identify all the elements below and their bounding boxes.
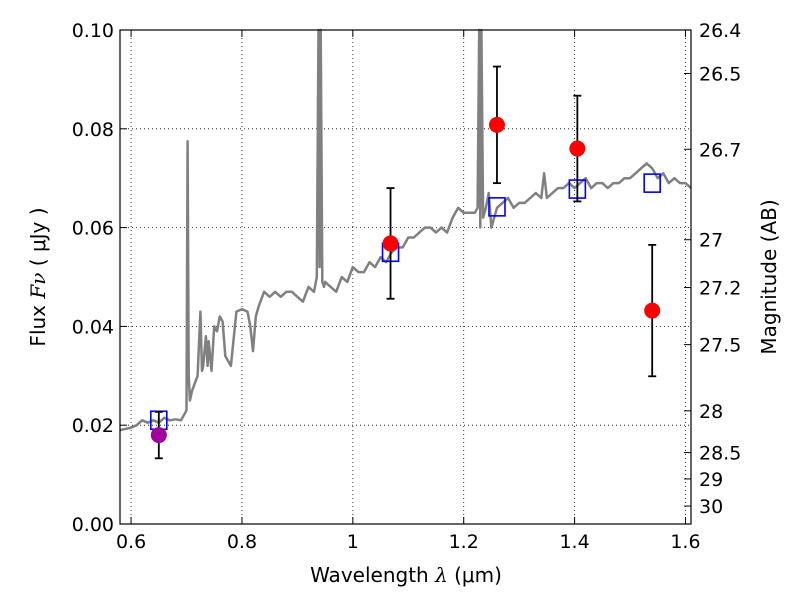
y-tick-label: 0.10: [72, 20, 114, 42]
magnitude-tick-label: 29: [699, 469, 723, 491]
x-tick-label: 0.8: [227, 531, 257, 553]
x-tick-label: 0.6: [116, 531, 146, 553]
model-photometry-square: [488, 197, 506, 217]
observed-flux-point: [488, 116, 505, 133]
x-axis-ticks: 0.6 0.8 1 1.2 1.4 1.6: [116, 30, 701, 553]
observed-flux-point: [644, 302, 661, 319]
x-tick-label: 1: [347, 531, 359, 553]
observed-flux-point: [382, 235, 399, 252]
model-photometry-square: [643, 173, 661, 193]
grid: [120, 29, 691, 525]
observed-flux-point: [150, 427, 167, 444]
model-photometry-layer: [150, 173, 661, 431]
y-tick-label: 0.04: [72, 316, 114, 338]
plot-frame: [119, 29, 692, 525]
magnitude-tick-label: 27.2: [699, 278, 741, 300]
magnitude-tick-label: 27: [699, 230, 723, 252]
observed-photometry-layer: [150, 65, 661, 460]
x-tick-label: 1.4: [559, 531, 589, 553]
magnitude-tick-label: 26.5: [699, 63, 741, 85]
model-spectrum-layer: [119, 28, 692, 432]
model-spectrum-line: [119, 28, 692, 432]
x-tick-label: 1.2: [449, 531, 479, 553]
magnitude-tick-label: 28: [699, 401, 723, 423]
observed-flux-point: [569, 140, 586, 157]
magnitude-axis-ticks: 26.4 26.5 26.7 27 27.2 27.5 28 28.5 29 30: [684, 20, 741, 518]
magnitude-tick-label: 27.5: [699, 335, 741, 357]
y-axis-label: Flux Fν ( μJy ): [26, 207, 50, 346]
y-tick-label: 0.06: [72, 218, 114, 240]
magnitude-tick-label: 26.4: [699, 20, 741, 42]
magnitude-axis-label: Magnitude (AB): [757, 199, 781, 354]
magnitude-tick-label: 30: [699, 496, 723, 518]
y-tick-label: 0.00: [72, 514, 114, 536]
x-tick-label: 1.6: [670, 531, 700, 553]
x-axis-label: Wavelength λ (μm): [310, 563, 502, 587]
magnitude-tick-label: 26.7: [699, 139, 741, 161]
y-tick-label: 0.08: [72, 119, 114, 141]
y-axis-ticks: 0.00 0.02 0.04 0.06 0.08 0.10: [72, 20, 127, 536]
magnitude-tick-label: 28.5: [699, 443, 741, 465]
y-tick-label: 0.02: [72, 415, 114, 437]
